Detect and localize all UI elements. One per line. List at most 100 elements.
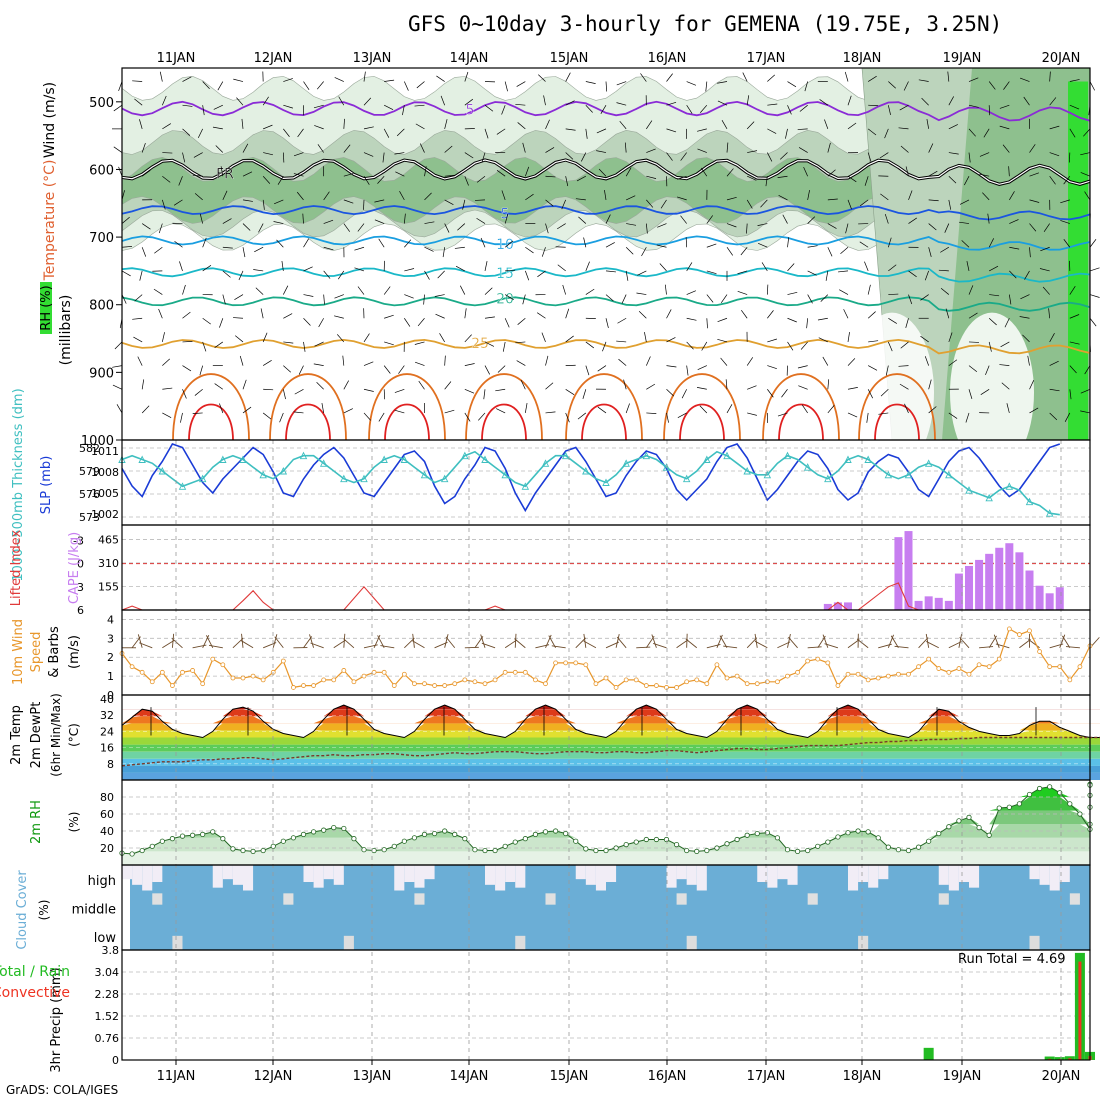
temp-contour-30	[663, 373, 741, 441]
wind-barb	[908, 217, 917, 224]
wind-barb	[514, 633, 517, 648]
wind-barb	[1064, 412, 1071, 422]
rh-point	[442, 828, 448, 834]
rh-point	[643, 836, 649, 843]
thickness-marker	[884, 470, 893, 479]
wind-barb	[597, 365, 607, 372]
wind-speed-point	[734, 673, 740, 679]
thickness-marker	[945, 470, 953, 479]
wind-barb	[804, 81, 809, 92]
wind-barb	[242, 247, 246, 258]
wind-barb	[182, 128, 191, 136]
wind-barb	[705, 81, 708, 92]
wind-barb	[766, 284, 769, 295]
wind-barb	[760, 199, 768, 208]
wind-barb	[1049, 152, 1060, 157]
wind-barb	[888, 293, 899, 295]
wind-barb	[404, 239, 412, 248]
wind-barb	[444, 381, 452, 390]
wind-barb	[719, 635, 728, 649]
wind-barb	[1089, 267, 1100, 272]
wind-barb	[968, 285, 974, 295]
wind-barb	[213, 104, 223, 110]
wind-barb	[417, 318, 425, 327]
rh-dry-blob	[261, 312, 345, 473]
wind-barb	[623, 379, 627, 390]
wind-barb	[398, 365, 405, 374]
rh-axis-label: 2m RH	[29, 800, 44, 844]
wind-barb	[788, 636, 798, 649]
rh-point	[724, 841, 730, 847]
wind-barb	[255, 287, 264, 295]
rh-point	[704, 847, 710, 854]
wind-barb	[721, 120, 728, 130]
wind-barb	[900, 341, 909, 349]
wind-barb	[827, 223, 837, 229]
rh-point	[290, 835, 297, 841]
temp-contour-label: 20	[496, 291, 514, 307]
wind-barb	[316, 81, 324, 90]
wind-barb	[979, 152, 990, 157]
wind-barb	[182, 389, 187, 399]
wind-barb	[1048, 308, 1051, 319]
cloud-gap-high	[575, 865, 586, 880]
wind-barb	[847, 639, 860, 649]
wind-speed-point	[331, 677, 337, 683]
wind-speed-point	[311, 683, 316, 688]
wind-speed-point	[381, 669, 387, 675]
cloud-gap-high	[243, 865, 254, 891]
wind-barb	[666, 389, 675, 397]
rh-point	[613, 845, 619, 851]
wind-speed-point	[754, 681, 760, 687]
slp-axis-label: SLP (mb)	[39, 456, 54, 515]
wind-barb	[900, 145, 909, 153]
wind-barb	[1027, 355, 1030, 366]
slp-tick-label: 1008	[91, 466, 119, 479]
cloud-gap-high	[333, 865, 344, 885]
cape-bar	[985, 553, 994, 610]
wind-barb	[646, 120, 653, 130]
wind-barb	[199, 213, 204, 224]
wind-barb	[1029, 223, 1037, 232]
wind-barb	[501, 190, 506, 201]
wind-barb	[525, 193, 534, 201]
wind-barb	[585, 81, 596, 84]
wind-barb	[822, 356, 829, 366]
wind-barb	[887, 105, 891, 116]
rh-point	[522, 836, 528, 842]
wind-barb	[517, 122, 526, 130]
wind-barb	[283, 341, 294, 344]
rh-point	[240, 847, 246, 854]
wind-barb	[402, 105, 405, 116]
cloud-gap-high	[787, 865, 798, 885]
wind-speed-point	[573, 660, 579, 666]
wind-barb	[597, 406, 607, 414]
rh-point	[744, 832, 750, 838]
wind-barb	[162, 412, 172, 418]
wind-barb	[948, 641, 962, 649]
wind-barb	[1089, 294, 1100, 298]
wind-barb	[827, 142, 831, 153]
wind-barb	[363, 97, 372, 106]
wind-barb	[478, 412, 486, 421]
precip-tick-label: 3.04	[95, 966, 120, 979]
thickness-tick-label: 582	[79, 442, 100, 455]
thickness-tick-label: 579	[79, 465, 100, 478]
y-tick-label: 800	[89, 299, 114, 314]
wind-barb	[162, 387, 173, 390]
wind-barb	[847, 95, 852, 106]
thickness-marker	[420, 470, 429, 479]
cape-bar	[894, 537, 903, 610]
wind-barb	[1001, 382, 1010, 390]
wind-barb	[993, 634, 1000, 648]
rh-point	[411, 835, 418, 841]
thickness-marker	[178, 482, 187, 490]
wind-barb	[112, 365, 123, 368]
thickness-marker	[319, 459, 328, 467]
wind-barb	[899, 104, 909, 111]
wind-barb	[700, 104, 708, 113]
wind-barb	[363, 176, 370, 185]
wind-barb	[314, 125, 324, 130]
wind-barb	[968, 152, 971, 163]
wind-barb	[1040, 246, 1050, 252]
